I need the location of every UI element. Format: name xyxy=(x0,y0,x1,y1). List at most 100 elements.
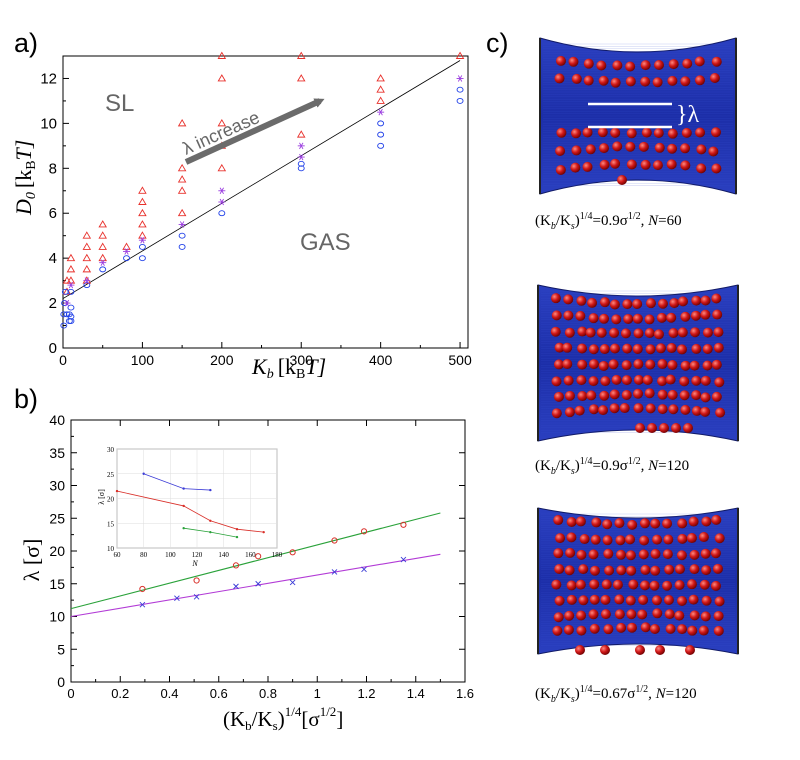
b-xtick-label: 0.8 xyxy=(259,686,277,701)
colloid-particle xyxy=(668,328,679,339)
colloid-particle xyxy=(564,327,575,338)
colloid-particle xyxy=(632,343,643,354)
colloid-particle xyxy=(577,326,588,337)
star-stroke xyxy=(219,187,224,195)
colloid-particle xyxy=(563,375,574,386)
colloid-particle xyxy=(715,407,726,418)
colloid-particle xyxy=(610,158,621,169)
a-ytick-label: 4 xyxy=(49,250,57,267)
colloid-particle xyxy=(640,76,651,87)
sl-point xyxy=(455,51,465,59)
colloid-particle xyxy=(577,391,588,402)
colloid-particle xyxy=(579,534,590,545)
colloid-particle xyxy=(677,518,688,529)
sl-point xyxy=(66,276,76,284)
colloid-particle xyxy=(571,73,582,84)
inset-point-green xyxy=(235,535,239,539)
colloid-particle xyxy=(610,77,621,88)
colloid-particle xyxy=(566,532,577,543)
colloid-particle xyxy=(563,310,574,321)
colloid-particle xyxy=(566,580,577,591)
sl-point xyxy=(98,231,107,239)
border-point xyxy=(218,187,226,195)
lambda-point-red xyxy=(289,549,296,556)
colloid-particle xyxy=(657,359,668,370)
colloid-particle xyxy=(554,595,565,606)
inset-xlabel: N xyxy=(191,559,198,568)
colloid-particle xyxy=(651,595,662,606)
colloid-particle xyxy=(666,159,677,170)
colloid-particle xyxy=(694,56,705,67)
x-stroke xyxy=(174,595,180,601)
a-ytick-label: 2 xyxy=(49,295,57,312)
colloid-particle xyxy=(644,328,655,339)
inset-point-red xyxy=(235,527,239,531)
sl-point xyxy=(98,253,107,262)
sl-point xyxy=(138,186,147,194)
colloid-particle xyxy=(576,625,587,636)
colloid-particle xyxy=(711,293,722,304)
colloid-particle xyxy=(662,518,673,529)
colloid-particle xyxy=(598,360,609,371)
colloid-particle xyxy=(602,535,613,546)
colloid-particle xyxy=(656,312,667,323)
colloid-particle xyxy=(553,391,564,402)
colloid-particle xyxy=(682,58,693,69)
lambda-point-blue xyxy=(361,566,367,573)
sl-point xyxy=(98,242,107,250)
colloid-particle xyxy=(691,295,702,306)
colloid-particle xyxy=(600,594,611,605)
gas-point xyxy=(67,318,75,324)
colloid-particle xyxy=(668,404,679,415)
sl-point xyxy=(376,96,385,104)
colloid-particle xyxy=(583,75,594,86)
colloid-particle xyxy=(566,516,577,527)
colloid-particle xyxy=(589,579,600,590)
star-stroke xyxy=(64,299,70,307)
border-point xyxy=(123,248,131,255)
b-xtick-label: 1.4 xyxy=(407,686,425,701)
simulation-image-n120-067 xyxy=(537,507,739,655)
colloid-particle xyxy=(588,609,599,620)
lambda-point-red xyxy=(232,562,240,569)
inset-xtick-label: 100 xyxy=(165,551,176,559)
gas-point xyxy=(178,243,186,250)
caption-1: (Kb/Ks)1/4=0.9σ1/2, N=60 xyxy=(535,211,682,232)
colloid-particle xyxy=(564,565,575,576)
inset-xtick-label: 180 xyxy=(272,551,283,559)
inset-xtick-label: 60 xyxy=(114,551,122,559)
a-xtick-label: 100 xyxy=(131,352,155,368)
colloid-particle xyxy=(674,610,685,621)
colloid-particle xyxy=(679,390,690,401)
lambda-marker-label: }λ xyxy=(676,102,700,128)
colloid-particle xyxy=(554,342,565,353)
colloid-particle xyxy=(701,565,712,576)
colloid-particle xyxy=(623,313,634,324)
sl-point xyxy=(82,231,92,239)
panel-label-a: a) xyxy=(14,28,39,58)
colloid-particle xyxy=(609,327,620,338)
border-point xyxy=(67,281,75,289)
panel-b-xlabel: (Kb/Ks)1/4[σ1/2] xyxy=(223,704,343,733)
colloid-particle xyxy=(667,128,678,139)
colloid-particle xyxy=(702,344,713,355)
colloid-particle xyxy=(666,312,677,323)
sl-point xyxy=(217,163,227,172)
colloid-particle xyxy=(649,580,660,591)
gas-point xyxy=(456,97,464,104)
colloid-particle xyxy=(649,624,660,635)
colloid-particle xyxy=(625,141,636,152)
colloid-particle xyxy=(640,60,651,71)
star-stroke xyxy=(179,221,185,228)
colloid-particle xyxy=(677,595,688,606)
colloid-particle xyxy=(576,610,587,621)
colloid-particle xyxy=(689,549,700,560)
colloid-particle xyxy=(596,327,607,338)
colloid-particle xyxy=(563,624,574,635)
gas-point xyxy=(99,266,107,273)
colloid-particle xyxy=(603,548,614,559)
colloid-particle xyxy=(621,360,632,371)
caption-3: (Kb/Ks)1/4=0.67σ1/2, N=120 xyxy=(535,684,697,705)
panel-b-ylabel: λ [σ] xyxy=(19,539,44,582)
inset-ytick-label: 20 xyxy=(107,496,115,504)
